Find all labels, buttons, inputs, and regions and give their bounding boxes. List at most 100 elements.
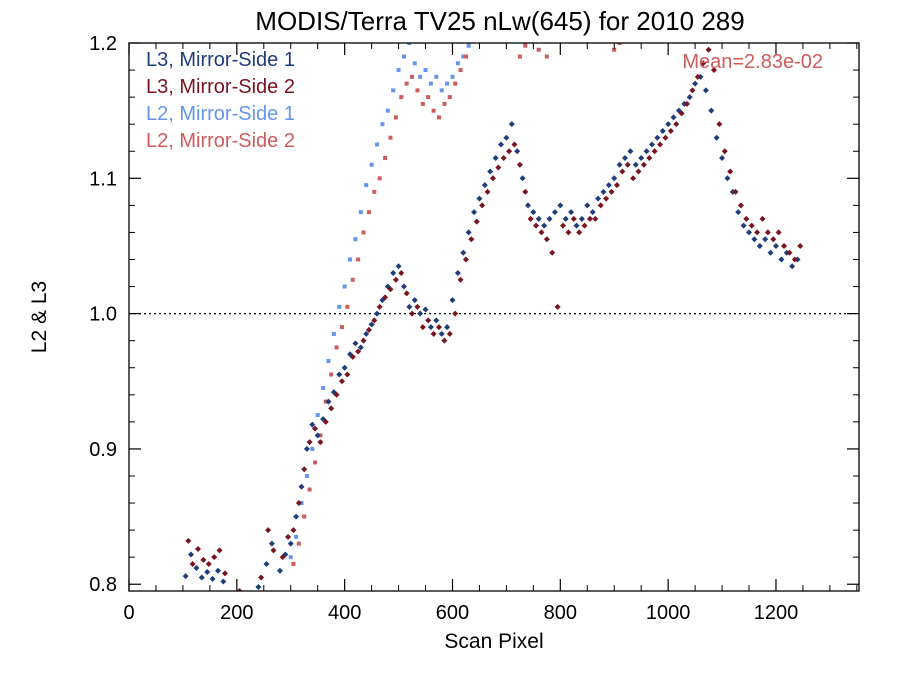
data-point (438, 330, 445, 337)
data-point (388, 135, 393, 140)
data-point (374, 310, 381, 317)
data-point (541, 222, 548, 229)
data-point (401, 54, 406, 59)
data-point (586, 215, 593, 222)
data-point (530, 209, 537, 216)
data-point (450, 74, 455, 79)
data-point (710, 67, 717, 74)
y-tick-label: 1.1 (89, 168, 117, 190)
data-point (349, 353, 356, 360)
data-point (369, 162, 374, 167)
data-point (445, 81, 450, 86)
data-point (333, 391, 340, 398)
data-point (403, 290, 410, 297)
data-point (214, 567, 221, 574)
data-point (439, 88, 444, 93)
data-point (453, 81, 458, 86)
data-point (719, 155, 726, 162)
data-point (659, 127, 666, 134)
data-point (387, 286, 394, 293)
data-point (603, 195, 610, 202)
data-point (756, 242, 763, 249)
data-point (211, 554, 218, 561)
series-3 (288, 43, 471, 560)
data-point (293, 513, 300, 520)
data-point (565, 229, 572, 236)
data-point (352, 340, 359, 347)
data-point (705, 46, 712, 53)
data-point (428, 81, 433, 86)
data-point (498, 141, 505, 148)
data-point (471, 209, 478, 216)
data-point (762, 236, 769, 243)
legend-entry-3: L2, Mirror-Side 1 (146, 103, 295, 125)
data-point (350, 277, 355, 282)
data-point (786, 249, 793, 256)
data-point (189, 560, 196, 567)
data-point (449, 297, 456, 304)
data-point (360, 337, 367, 344)
data-point (481, 182, 488, 189)
data-point (290, 527, 297, 534)
data-point (617, 43, 622, 45)
data-point (270, 547, 277, 554)
data-point (328, 405, 335, 412)
data-point (727, 168, 734, 175)
data-point (185, 537, 192, 544)
data-point (255, 583, 262, 590)
data-point (310, 446, 315, 451)
data-point (686, 94, 693, 101)
data-point (288, 555, 293, 560)
data-point (772, 242, 779, 249)
data-point (584, 202, 591, 209)
plot-frame (128, 42, 860, 592)
data-point (313, 460, 318, 465)
data-point (355, 348, 362, 355)
data-point (420, 101, 425, 106)
data-point (303, 445, 310, 452)
data-point (791, 256, 798, 263)
data-point (205, 560, 212, 567)
data-point (382, 294, 389, 301)
data-point (404, 81, 409, 86)
data-point (775, 229, 782, 236)
data-point (684, 100, 691, 107)
x-tick-labels: 0 200 400 600 800 1000 1200 (123, 602, 798, 624)
ticks-layer (128, 42, 859, 591)
data-point (315, 413, 320, 418)
data-point (341, 364, 348, 371)
data-point (390, 270, 397, 277)
data-point (543, 236, 550, 243)
data-point (740, 222, 747, 229)
data-point (454, 270, 461, 277)
data-point (406, 303, 413, 310)
data-point (737, 202, 744, 209)
data-point (511, 141, 518, 148)
data-point (514, 148, 521, 155)
data-point (708, 107, 715, 114)
data-point (476, 195, 483, 202)
data-point (295, 500, 302, 507)
data-point (376, 303, 383, 310)
data-point (600, 188, 607, 195)
data-point (754, 229, 761, 236)
data-point (358, 210, 363, 215)
data-point (317, 439, 324, 446)
data-point (329, 372, 334, 377)
data-point (648, 141, 655, 148)
data-point (258, 574, 265, 581)
data-point (188, 551, 195, 558)
data-point (463, 54, 468, 59)
data-point (746, 229, 753, 236)
data-point (409, 310, 416, 317)
data-point (336, 371, 343, 378)
x-tick-label: 400 (328, 602, 361, 624)
chart-title: MODIS/Terra TV25 nLw(645) for 2010 289 (255, 6, 744, 36)
legend: L3, Mirror-Side 1 L3, Mirror-Side 2 L2, Mi… (146, 49, 295, 152)
data-point (419, 324, 426, 331)
data-point (361, 230, 366, 235)
data-point (304, 473, 309, 478)
data-point (789, 263, 796, 270)
data-point (322, 418, 329, 425)
data-point (427, 324, 434, 331)
